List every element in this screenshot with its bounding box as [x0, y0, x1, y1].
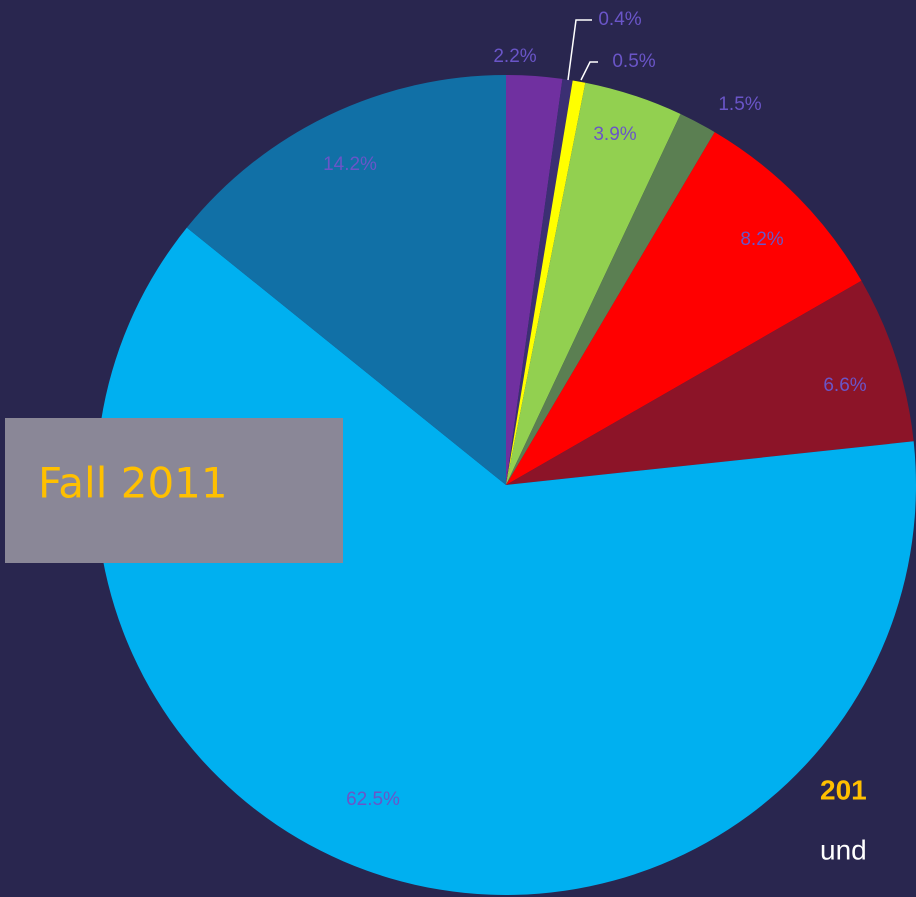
caption: 201 — [820, 774, 867, 805]
chart-title: Fall 2011 — [38, 459, 228, 508]
pie-slice — [506, 280, 914, 485]
data-label: 1.5% — [718, 94, 761, 115]
leader-line — [567, 19, 592, 81]
data-label: 8.2% — [740, 229, 783, 250]
pie-slice — [96, 227, 916, 895]
data-label: 62.5% — [346, 789, 400, 810]
pie-slice — [186, 75, 507, 485]
pie-slice — [506, 82, 681, 485]
data-label: 6.6% — [823, 375, 866, 396]
data-label: 0.4% — [598, 9, 641, 30]
caption: und — [820, 834, 867, 865]
data-label: 0.5% — [612, 51, 655, 72]
pie-slice — [506, 75, 563, 485]
pie-slice — [506, 78, 573, 485]
pie-slice — [506, 114, 715, 486]
pie — [96, 75, 916, 895]
pie-slice — [506, 132, 862, 485]
data-label: 14.2% — [323, 154, 377, 175]
leader-line — [580, 61, 598, 81]
data-label: 2.2% — [493, 46, 536, 67]
data-label: 3.9% — [593, 124, 636, 145]
pie-slice — [506, 80, 586, 485]
title-box — [5, 418, 343, 563]
